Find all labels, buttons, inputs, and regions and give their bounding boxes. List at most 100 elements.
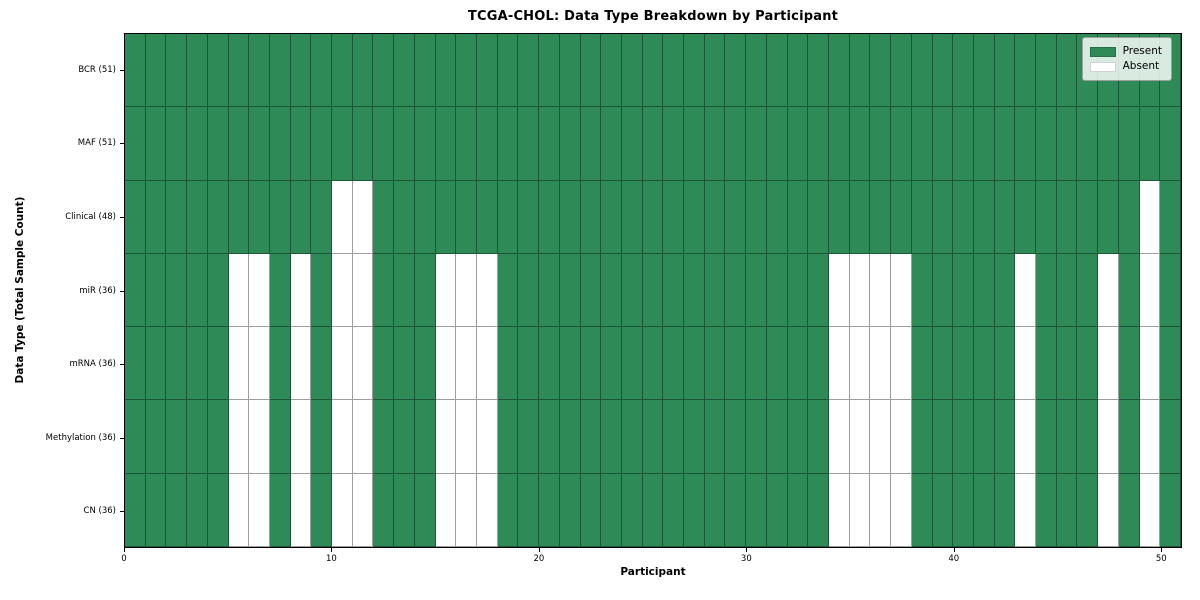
y-tick-mark [120,290,124,292]
heatmap-cell [725,327,747,401]
heatmap-cell [870,253,892,328]
heatmap-cell [684,327,705,401]
heatmap-cell [766,180,788,254]
heatmap-cell [994,180,1016,254]
heatmap-cell [311,180,333,254]
heatmap-cell [539,107,560,181]
heatmap-cell [311,34,333,108]
heatmap-cell [642,253,664,328]
heatmap-cell [994,34,1016,108]
heatmap-cell [1036,253,1057,328]
heatmap-cell [559,327,581,401]
heatmap-cell [373,180,395,254]
heatmap-cell [808,327,829,401]
heatmap-cell [207,327,229,401]
heatmap-cell [166,34,188,108]
heatmap-cell [746,180,767,254]
heatmap-cell [891,107,912,181]
y-tick-mark [120,69,124,71]
heatmap-cell [911,473,933,547]
heatmap-cell [1098,253,1119,328]
heatmap-cell [311,107,333,181]
heatmap-cell [518,473,540,547]
heatmap-cell [125,473,146,547]
heatmap-cell [725,473,747,547]
heatmap-cell [1139,327,1161,401]
heatmap-cell [207,34,229,108]
x-tick-label: 50 [1155,554,1167,564]
heatmap-cell [1118,327,1140,401]
heatmap-cell [187,253,208,328]
heatmap-cell [746,107,767,181]
heatmap-cell [228,327,250,401]
heatmap-cell [332,327,353,401]
heatmap-cell [663,107,685,181]
heatmap-cell [145,400,167,474]
heatmap-cell [456,180,477,254]
legend: Present Absent [1081,37,1172,81]
heatmap-cell [953,400,974,474]
heatmap-cell [249,253,270,328]
heatmap-cell [332,34,353,108]
heatmap-cell [580,253,602,328]
heatmap-cell [1077,327,1099,401]
heatmap-cell [352,327,374,401]
heatmap-cell [290,34,312,108]
heatmap-cell [1015,327,1037,401]
heatmap-cell [684,180,705,254]
heatmap-cell [870,34,892,108]
heatmap-cell [290,473,312,547]
heatmap-cell [166,253,188,328]
heatmap-cell [580,400,602,474]
heatmap-cell [373,107,395,181]
heatmap-cell [911,327,933,401]
heatmap-cell [953,473,974,547]
x-tick-label: 10 [326,554,337,564]
heatmap-cell [394,473,415,547]
heatmap-cell [373,400,395,474]
heatmap-cell [994,107,1016,181]
heatmap-cell [1098,400,1119,474]
heatmap-cell [477,473,498,547]
heatmap-cell [1160,107,1181,181]
heatmap-cell [849,180,871,254]
heatmap-cell [435,253,457,328]
heatmap-cell [621,400,643,474]
heatmap-cell [870,180,892,254]
heatmap-cell [1056,107,1078,181]
heatmap-cell [269,327,291,401]
heatmap-cell [1015,180,1037,254]
heatmap-cell [973,34,995,108]
heatmap-cell [829,327,850,401]
heatmap-cell [145,180,167,254]
heatmap-cell [829,180,850,254]
heatmap-cell [684,253,705,328]
heatmap-cell [1056,400,1078,474]
y-tick-label: BCR (51) [78,64,116,75]
heatmap-cell [249,400,270,474]
x-tick-mark [746,548,748,552]
heatmap-cell [1098,180,1119,254]
x-tick-label: 40 [948,554,960,564]
heatmap-cell [1056,473,1078,547]
heatmap-cell [601,473,622,547]
heatmap-cell [891,253,912,328]
heatmap-cell [187,327,208,401]
heatmap-cell [166,180,188,254]
heatmap-cell [518,180,540,254]
heatmap-cell [642,180,664,254]
heatmap-cell [621,180,643,254]
heatmap-cell [373,34,395,108]
heatmap-cell [477,107,498,181]
heatmap-cell [601,327,622,401]
heatmap-cell [228,253,250,328]
heatmap-cell [932,34,954,108]
heatmap-cell [746,253,767,328]
heatmap-cell [125,180,146,254]
heatmap-cell [539,253,560,328]
heatmap-cell [435,327,457,401]
heatmap-cell [911,107,933,181]
heatmap-cell [1015,253,1037,328]
heatmap-cell [1139,107,1161,181]
heatmap-cell [435,473,457,547]
